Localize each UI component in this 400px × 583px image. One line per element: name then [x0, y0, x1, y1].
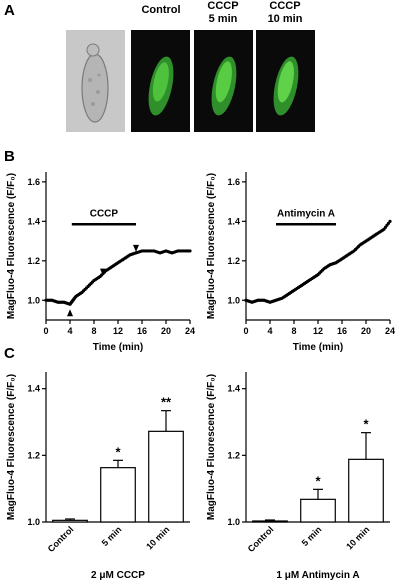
significance-marker: * [315, 473, 321, 488]
y-tick-label: 1.4 [227, 384, 240, 394]
chart-c-left-cccp-bars: 1.0 1.2 1.4 Control * 5 min ** 10 min 2 μM CCCP M… [6, 372, 190, 581]
y-tick-label: 1.4 [27, 384, 40, 394]
y-axis-title: MagFluo-4 Fluorescence (F/F₀) [6, 374, 17, 520]
y-tick-label: 1.0 [227, 517, 240, 527]
significance-marker: ** [161, 395, 172, 410]
y-tick-label: 1.4 [227, 216, 240, 226]
x-tick-label: 12 [313, 326, 323, 336]
y-tick-label: 1.0 [27, 295, 40, 305]
y-tick-label: 1.2 [27, 256, 40, 266]
panel-letter-a: A [4, 2, 15, 19]
x-tick-label: 8 [291, 326, 296, 336]
bar [252, 520, 288, 523]
y-axis-title: MagFluo-4 Fluorescence (F/F₀) [6, 173, 17, 319]
image-label-control: Control [141, 4, 181, 16]
x-tick-label: 24 [185, 326, 195, 336]
chart-c-right-antimycin-bars: 1.0 1.2 1.4 Control * 5 min * 10 min 1 μM Antimy… [206, 372, 390, 581]
arrow-marker [100, 268, 106, 276]
significance-marker: * [363, 417, 369, 432]
x-tick-label: 12 [113, 326, 123, 336]
data-point [388, 219, 392, 223]
y-axis-title: MagFluo-4 Fluorescence (F/F₀) [206, 374, 217, 520]
bar [300, 498, 336, 523]
significance-marker: * [115, 444, 121, 459]
y-tick-label: 1.2 [227, 256, 240, 266]
x-tick-label: 24 [385, 326, 395, 336]
x-tick-label: 16 [337, 326, 347, 336]
brightfield-image [66, 30, 125, 132]
image-label-cccp-5: CCCP 5 min [207, 0, 239, 25]
category-label: 5 min [300, 524, 324, 548]
y-tick-label: 1.6 [227, 177, 240, 187]
category-label: Control [246, 524, 276, 554]
y-tick-label: 1.0 [27, 517, 40, 527]
data-point [188, 249, 192, 253]
category-label: Control [46, 524, 76, 554]
x-tick-label: 4 [67, 326, 72, 336]
x-axis-title: 1 μM Antimycin A [276, 570, 359, 581]
fluorescence-image-cccp-10min [256, 30, 315, 132]
arrow-marker [67, 309, 73, 317]
arrow-marker [133, 244, 139, 252]
fluorescence-image-control [131, 30, 190, 132]
category-label: 5 min [100, 524, 124, 548]
x-tick-label: 16 [137, 326, 147, 336]
x-axis-title: Time (min) [293, 342, 343, 353]
x-tick-label: 8 [91, 326, 96, 336]
y-tick-label: 1.0 [227, 295, 240, 305]
panel-letter-b: B [4, 148, 15, 165]
x-tick-label: 20 [161, 326, 171, 336]
x-axis-title: Time (min) [93, 342, 143, 353]
bar [148, 430, 184, 523]
y-axis-title: MagFluo-4 Fluorescence (F/F₀) [206, 173, 217, 319]
bar [52, 519, 88, 523]
y-tick-label: 1.2 [227, 450, 240, 460]
x-tick-label: 0 [243, 326, 248, 336]
y-tick-label: 1.2 [27, 450, 40, 460]
brightfield-cell [66, 30, 125, 132]
image-label-cccp-10: CCCP 10 min [267, 0, 303, 25]
bar [100, 467, 136, 523]
chart-b-right-antimycin-trace: 1.0 1.2 1.4 1.6 0 4 8 12 16 20 24 Time (min) MagFluo… [206, 172, 395, 353]
x-axis-title: 2 μM CCCP [91, 570, 145, 581]
fluorescence-image-cccp-5min [194, 30, 253, 132]
category-label: 10 min [344, 524, 371, 551]
category-label: 10 min [144, 524, 171, 551]
x-tick-label: 4 [267, 326, 272, 336]
treatment-label: CCCP [90, 208, 119, 219]
x-tick-label: 0 [43, 326, 48, 336]
panel-letter-c: C [4, 345, 15, 362]
treatment-label: Antimycin A [277, 208, 335, 219]
bar [348, 458, 384, 523]
chart-b-left-cccp-trace: 1.0 1.2 1.4 1.6 0 4 8 12 16 20 24 Time (min) MagFluo… [6, 172, 195, 353]
y-tick-label: 1.4 [27, 216, 40, 226]
x-tick-label: 20 [361, 326, 371, 336]
y-tick-label: 1.6 [27, 177, 40, 187]
